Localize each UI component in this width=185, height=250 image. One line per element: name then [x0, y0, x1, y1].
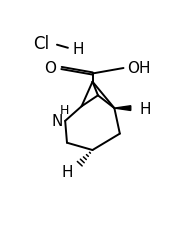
- Text: OH: OH: [127, 60, 151, 75]
- Text: H: H: [140, 101, 151, 116]
- Text: Cl: Cl: [33, 35, 50, 53]
- Text: O: O: [44, 60, 56, 75]
- Polygon shape: [114, 106, 131, 111]
- Text: N: N: [51, 114, 62, 129]
- Text: H: H: [60, 104, 70, 117]
- Text: H: H: [61, 164, 73, 179]
- Text: H: H: [72, 42, 84, 57]
